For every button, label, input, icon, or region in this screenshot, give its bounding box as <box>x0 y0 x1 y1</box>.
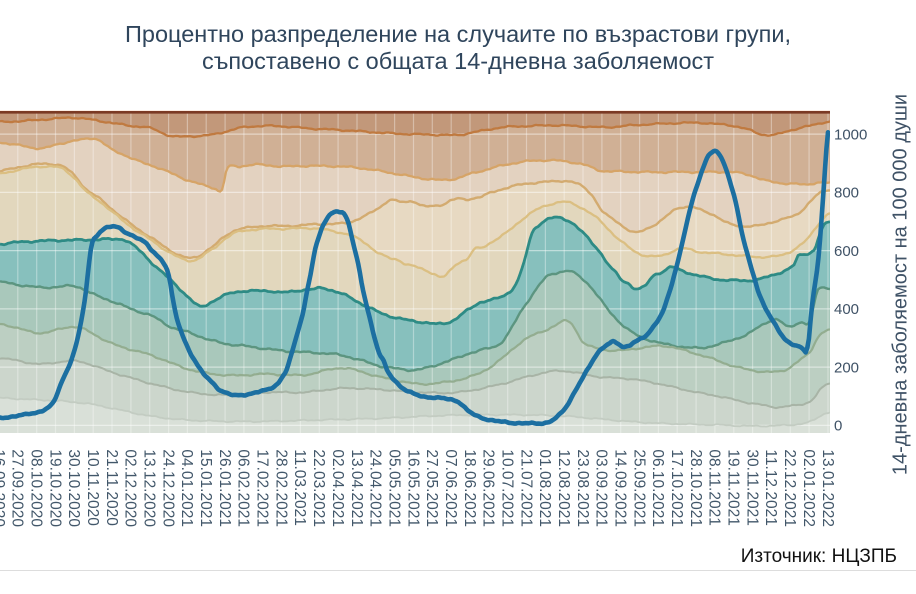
svg-text:17.10.2021: 17.10.2021 <box>668 449 685 527</box>
svg-text:10.07.2021: 10.07.2021 <box>498 449 515 527</box>
svg-text:22.12.2021: 22.12.2021 <box>781 449 798 527</box>
svg-text:07.06.2021: 07.06.2021 <box>442 449 459 527</box>
svg-text:30.11.2021: 30.11.2021 <box>743 449 760 525</box>
svg-text:03.09.2021: 03.09.2021 <box>593 449 610 527</box>
svg-text:21.11.2020: 21.11.2020 <box>103 449 120 526</box>
svg-text:16.09.2020: 16.09.2020 <box>0 449 7 527</box>
svg-text:27.05.2021: 27.05.2021 <box>423 449 440 527</box>
svg-text:25.09.2021: 25.09.2021 <box>630 449 647 527</box>
svg-text:24.04.2021: 24.04.2021 <box>367 449 384 527</box>
svg-text:06.02.2021: 06.02.2021 <box>235 449 252 527</box>
svg-text:15.01.2021: 15.01.2021 <box>197 449 214 527</box>
svg-text:13.12.2020: 13.12.2020 <box>141 449 158 527</box>
svg-text:04.01.2021: 04.01.2021 <box>178 449 195 527</box>
svg-text:21.07.2021: 21.07.2021 <box>517 449 534 527</box>
svg-text:12.08.2021: 12.08.2021 <box>555 449 572 527</box>
svg-text:17.02.2021: 17.02.2021 <box>254 449 271 527</box>
svg-text:05.05.2021: 05.05.2021 <box>385 449 402 527</box>
svg-text:26.01.2021: 26.01.2021 <box>216 449 233 527</box>
svg-text:08.11.2021: 08.11.2021 <box>706 449 723 525</box>
svg-text:400: 400 <box>834 301 859 318</box>
svg-text:29.06.2021: 29.06.2021 <box>480 449 497 527</box>
svg-text:0: 0 <box>834 418 842 435</box>
svg-text:24.12.2020: 24.12.2020 <box>159 449 176 527</box>
svg-text:19.11.2021: 19.11.2021 <box>725 449 742 525</box>
svg-text:14-дневна заболяемост на 100 0: 14-дневна заболяемост на 100 000 души <box>890 94 912 475</box>
svg-text:16.05.2021: 16.05.2021 <box>404 449 421 527</box>
svg-text:11.03.2021: 11.03.2021 <box>291 449 308 525</box>
svg-text:11.12.2021: 11.12.2021 <box>762 449 779 525</box>
svg-text:800: 800 <box>834 185 859 202</box>
svg-text:23.08.2021: 23.08.2021 <box>574 449 591 527</box>
svg-text:08.10.2020: 08.10.2020 <box>27 449 44 527</box>
svg-text:02.04.2021: 02.04.2021 <box>329 449 346 527</box>
svg-text:01.08.2021: 01.08.2021 <box>536 449 553 527</box>
svg-text:28.10.2021: 28.10.2021 <box>687 449 704 527</box>
svg-text:18.06.2021: 18.06.2021 <box>461 449 478 527</box>
svg-text:600: 600 <box>834 243 859 260</box>
svg-text:14.09.2021: 14.09.2021 <box>612 449 629 527</box>
svg-text:28.02.2021: 28.02.2021 <box>272 449 289 527</box>
svg-text:22.03.2021: 22.03.2021 <box>310 449 327 527</box>
svg-text:02.12.2020: 02.12.2020 <box>122 449 139 527</box>
svg-text:30.10.2020: 30.10.2020 <box>65 449 82 527</box>
svg-text:06.10.2021: 06.10.2021 <box>649 449 666 527</box>
svg-text:13.04.2021: 13.04.2021 <box>348 449 365 527</box>
svg-text:200: 200 <box>834 359 859 376</box>
svg-text:10.11.2020: 10.11.2020 <box>84 449 101 526</box>
svg-text:27.09.2020: 27.09.2020 <box>9 449 26 527</box>
svg-text:1000: 1000 <box>834 126 867 143</box>
svg-text:13.01.2022: 13.01.2022 <box>819 449 836 527</box>
svg-text:19.10.2020: 19.10.2020 <box>46 449 63 527</box>
svg-text:02.01.2022: 02.01.2022 <box>800 449 817 527</box>
